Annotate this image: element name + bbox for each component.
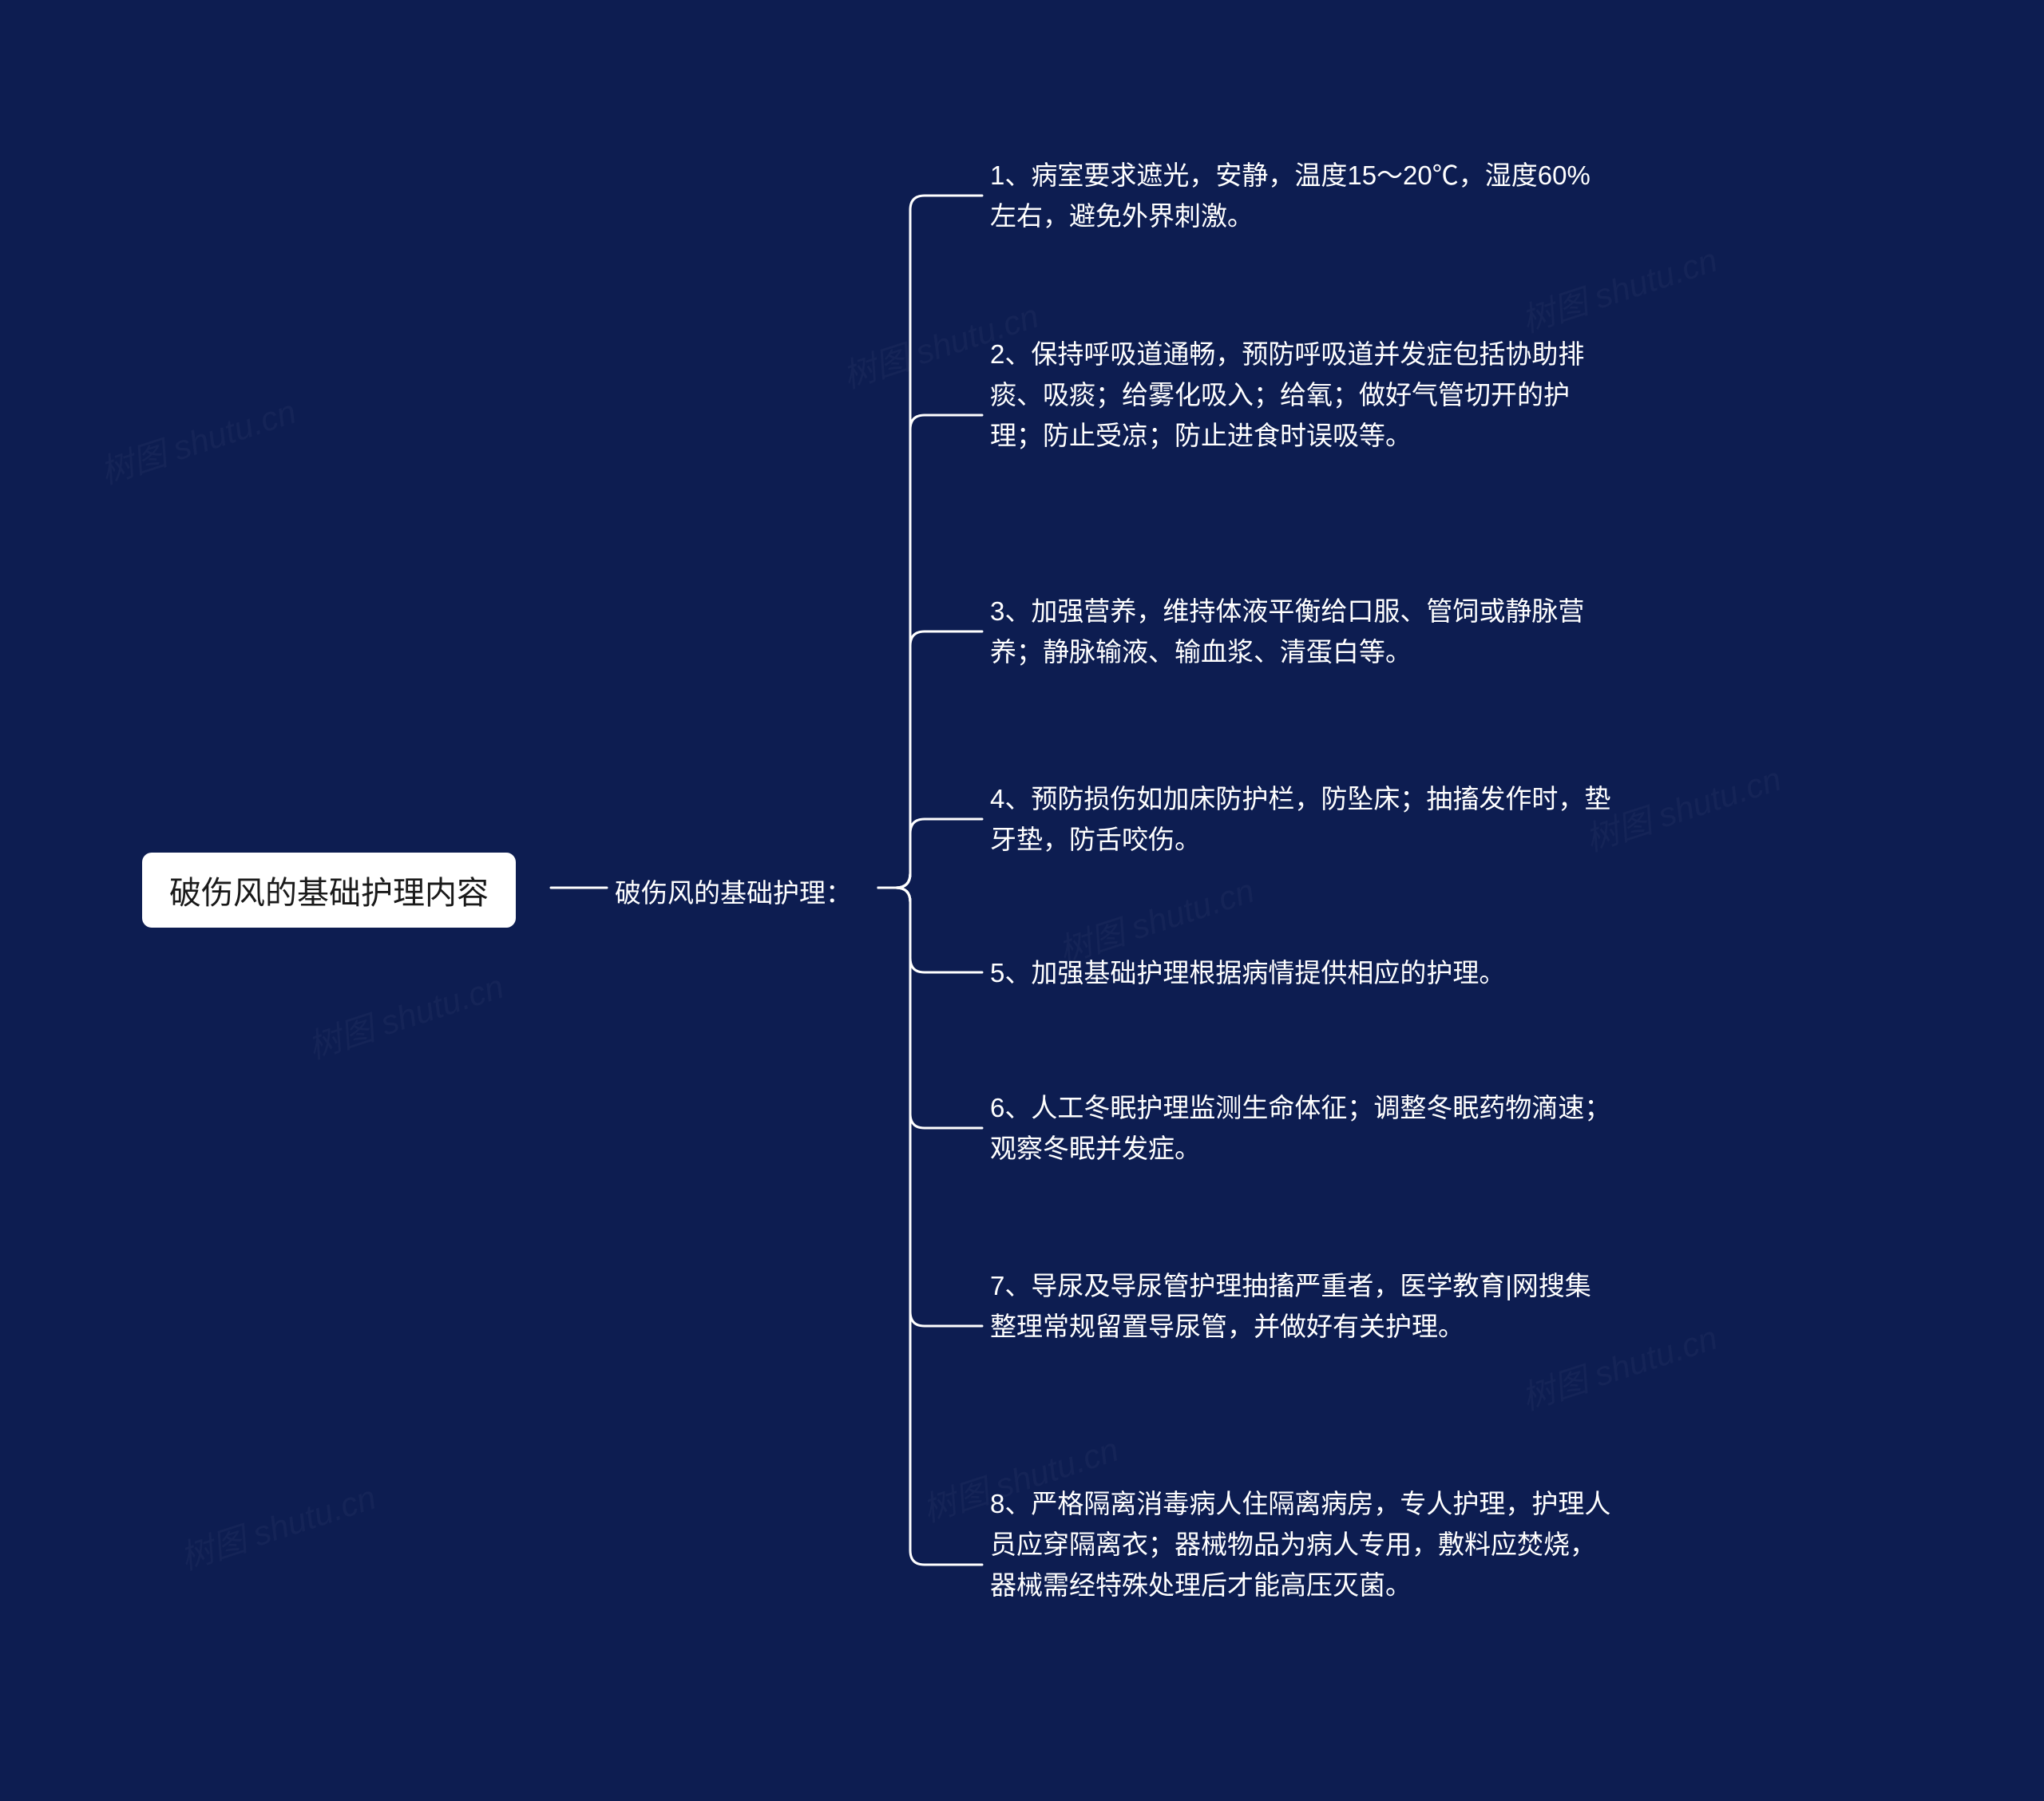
root-node[interactable]: 破伤风的基础护理内容 [142,853,516,928]
leaf-node-8[interactable]: 8、严格隔离消毒病人住隔离病房，专人护理，护理人员应穿隔离衣；器械物品为病人专用… [990,1483,1613,1605]
leaf-node-5[interactable]: 5、加强基础护理根据病情提供相应的护理。 [990,952,1613,993]
leaf-node-4[interactable]: 4、预防损伤如加床防护栏，防坠床；抽搐发作时，垫牙垫，防舌咬伤。 [990,778,1613,860]
leaf-node-6[interactable]: 6、人工冬眠护理监测生命体征；调整冬眠药物滴速；观察冬眠并发症。 [990,1087,1613,1169]
leaf-node-3[interactable]: 3、加强营养，维持体液平衡给口服、管饲或静脉营养；静脉输液、输血浆、清蛋白等。 [990,591,1613,672]
leaf-node-2[interactable]: 2、保持呼吸道通畅，预防呼吸道并发症包括协助排痰、吸痰；给雾化吸入；给氧；做好气… [990,334,1613,456]
leaf-node-1[interactable]: 1、病室要求遮光，安静，温度15～20℃，湿度60%左右，避免外界刺激。 [990,155,1613,236]
mindmap-canvas: 树图 shutu.cn 树图 shutu.cn 树图 shutu.cn 树图 s… [0,0,2044,1801]
leaf-node-7[interactable]: 7、导尿及导尿管护理抽搐严重者，医学教育|网搜集整理常规留置导尿管，并做好有关护… [990,1265,1613,1347]
subtitle-node[interactable]: 破伤风的基础护理： [615,872,852,910]
